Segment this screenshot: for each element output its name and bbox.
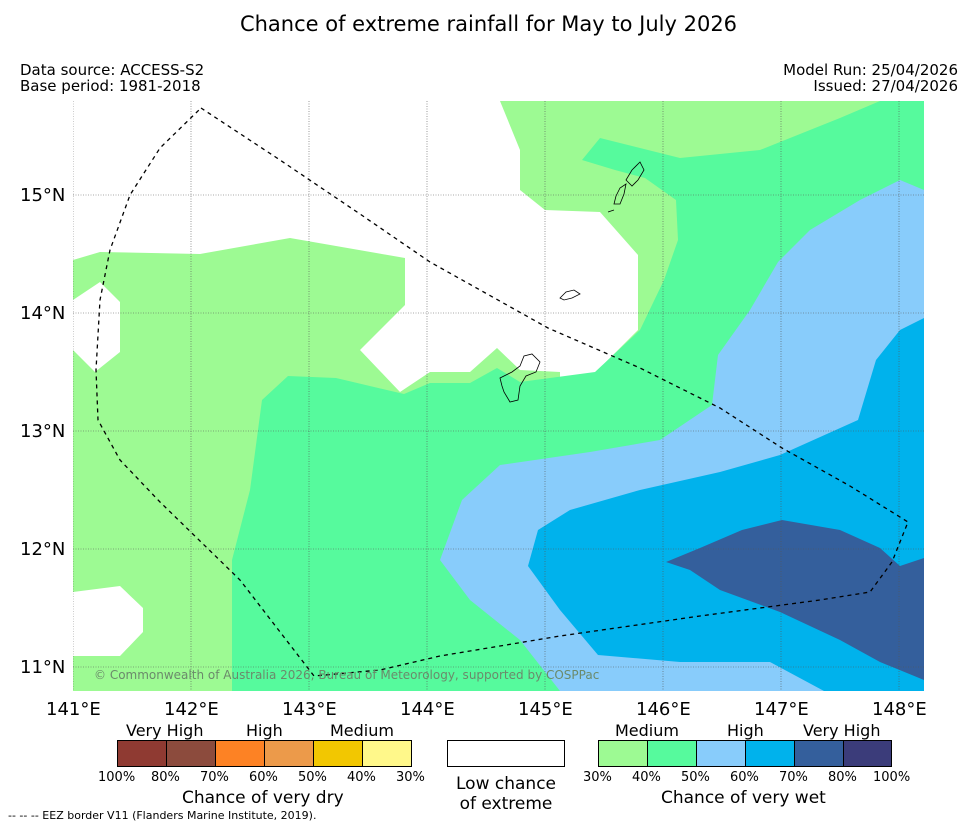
lon-label: 142°E (164, 699, 219, 720)
lat-label: 12°N (20, 539, 65, 560)
dry-tick: 80% (151, 770, 180, 785)
island-rota (559, 289, 581, 301)
island-guam (499, 353, 541, 403)
dry-header-medium: Medium (330, 721, 394, 740)
wet-swatch (843, 740, 892, 767)
islands (499, 161, 645, 403)
island-tinian (613, 183, 627, 205)
dry-header-very-high: Very High (126, 721, 204, 740)
wet-tick: 70% (779, 770, 808, 785)
dry-header-high: High (246, 721, 283, 740)
wet-header-very-high: Very High (803, 721, 881, 740)
wet-swatch (598, 740, 648, 767)
base-period: Base period: 1981-2018 (20, 77, 201, 95)
lon-label: 145°E (518, 699, 573, 720)
region-low-chance-west (73, 282, 120, 372)
dry-tick: 70% (200, 770, 229, 785)
model-run: Model Run: 25/04/2026 (783, 61, 958, 79)
low-chance-caption-2: of extreme (459, 794, 553, 814)
wet-swatch (745, 740, 795, 767)
wet-tick: 30% (583, 770, 612, 785)
lat-label: 13°N (20, 421, 65, 442)
dry-swatch (313, 740, 363, 767)
chart-title: Chance of extreme rainfall for May to Ju… (239, 12, 738, 36)
wet-tick: 100% (873, 770, 911, 785)
wet-swatch (794, 740, 844, 767)
issued-date: Issued: 27/04/2026 (813, 77, 958, 95)
region-wet-70-80 (666, 520, 924, 680)
lat-label: 11°N (20, 657, 65, 678)
lon-label: 141°E (46, 699, 101, 720)
lon-label: 147°E (754, 699, 809, 720)
wet-tick: 60% (730, 770, 759, 785)
lon-label: 146°E (636, 699, 691, 720)
data-source: Data source: ACCESS-S2 (20, 61, 205, 79)
lon-label: 148°E (872, 699, 927, 720)
wet-tick: 80% (828, 770, 857, 785)
low-chance-swatch (447, 740, 565, 767)
wet-swatch (696, 740, 746, 767)
wet-tick: 40% (632, 770, 661, 785)
dry-tick: 60% (249, 770, 278, 785)
wet-header-high: High (727, 721, 764, 740)
lon-label: 144°E (400, 699, 455, 720)
lat-label: 14°N (20, 303, 65, 324)
wet-tick: 50% (681, 770, 710, 785)
dry-tick: 100% (98, 770, 136, 785)
eez-footnote: -- -- -- EEZ border V11 (Flanders Marine… (8, 809, 317, 822)
lon-label: 143°E (282, 699, 337, 720)
region-low-chance-southwest (73, 586, 143, 656)
lat-label: 15°N (20, 185, 65, 206)
wet-header-medium: Medium (615, 721, 679, 740)
copyright-text: © Commonwealth of Australia 2026, Bureau… (94, 668, 599, 682)
wet-swatch (647, 740, 697, 767)
dry-tick: 50% (298, 770, 327, 785)
dry-swatch (117, 740, 167, 767)
wet-caption: Chance of very wet (661, 788, 826, 808)
low-chance-caption-1: Low chance (456, 774, 556, 794)
rainfall-map: © Commonwealth of Australia 2026, Bureau… (20, 101, 924, 691)
dry-swatch (215, 740, 265, 767)
dry-swatch (264, 740, 314, 767)
dry-caption: Chance of very dry (182, 788, 344, 808)
dry-tick: 30% (396, 770, 425, 785)
island-saipan (625, 161, 645, 187)
dry-swatch (362, 740, 412, 767)
dry-swatch (166, 740, 216, 767)
island-aguijan (607, 209, 615, 213)
dry-tick: 40% (347, 770, 376, 785)
grid-lines (73, 101, 924, 691)
